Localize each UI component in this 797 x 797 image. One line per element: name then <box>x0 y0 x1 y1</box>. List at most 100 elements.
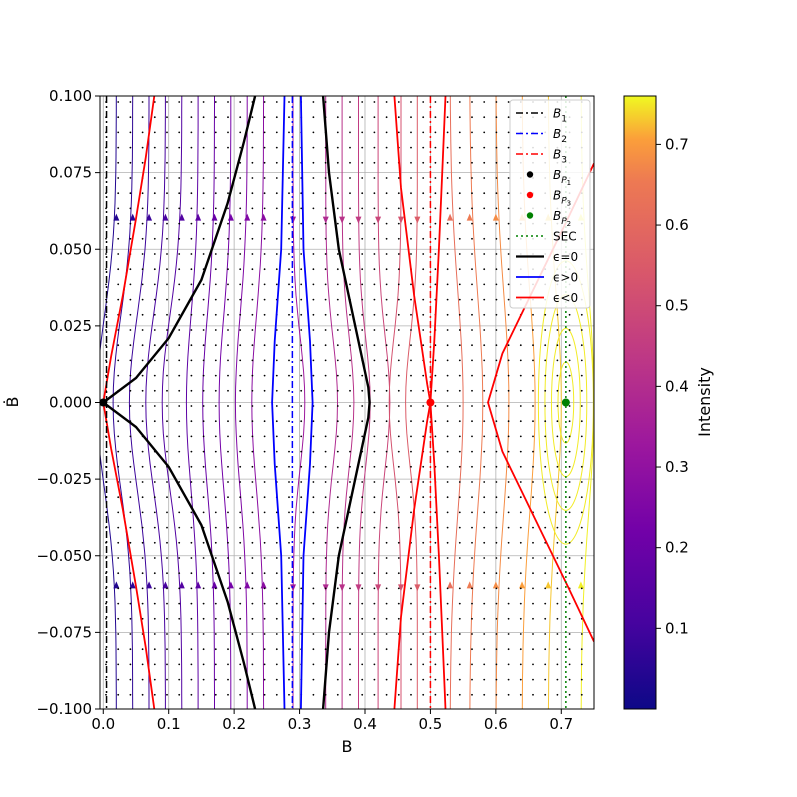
quiver-dot <box>178 511 181 514</box>
quiver-dot <box>251 405 254 407</box>
quiver-dot <box>263 298 266 301</box>
quiver-dot <box>373 511 376 514</box>
quiver-dot <box>300 511 303 514</box>
quiver-dot <box>373 344 376 347</box>
quiver-dot <box>361 557 364 559</box>
quiver-dot <box>483 663 486 666</box>
quiver-dot <box>385 313 388 316</box>
quiver-dot <box>300 496 303 499</box>
quiver-dot <box>556 557 559 559</box>
quiver-dot <box>434 435 437 438</box>
quiver-dot <box>349 526 351 529</box>
quiver-dot <box>129 192 132 195</box>
quiver-dot <box>324 298 327 301</box>
quiver-dot <box>519 405 522 407</box>
quiver-dot <box>410 237 412 240</box>
quiver-dot <box>507 526 510 529</box>
quiver-dot <box>519 602 522 605</box>
quiver-dot <box>190 496 193 499</box>
quiver-dot <box>239 693 242 696</box>
quiver-dot <box>580 678 583 681</box>
quiver-dot <box>446 435 449 438</box>
quiver-dot <box>495 329 498 331</box>
quiver-dot <box>263 237 266 240</box>
quiver-dot <box>495 177 498 179</box>
quiver-dot <box>544 359 547 362</box>
quiver-dot <box>556 511 559 514</box>
quiver-dot <box>507 374 510 377</box>
quiver-dot <box>312 192 315 195</box>
quiver-dot <box>434 648 437 651</box>
y-axis-label: Ḃ <box>3 397 22 408</box>
quiver-dot <box>568 678 571 681</box>
quiver-dot <box>324 161 327 164</box>
y-tick-label: −0.100 <box>36 700 92 718</box>
quiver-dot <box>129 405 132 407</box>
quiver-dot <box>397 253 400 255</box>
quiver-dot <box>471 268 473 271</box>
quiver-dot <box>214 131 217 134</box>
quiver-dot <box>141 374 144 377</box>
quiver-dot <box>568 389 571 392</box>
quiver-dot <box>227 222 229 225</box>
quiver-dot <box>324 283 327 286</box>
quiver-dot <box>580 481 583 483</box>
quiver-dot <box>349 207 351 210</box>
quiver-dot <box>202 557 205 559</box>
quiver-dot <box>568 648 571 651</box>
quiver-dot <box>495 496 498 499</box>
quiver-dot <box>153 587 156 590</box>
quiver-dot <box>288 207 290 210</box>
quiver-dot <box>202 435 205 438</box>
quiver-dot <box>568 617 571 620</box>
quiver-dot <box>519 329 522 331</box>
quiver-dot <box>190 283 193 286</box>
quiver-dot <box>397 116 400 119</box>
quiver-dot <box>117 693 120 696</box>
quiver-dot <box>458 435 461 438</box>
quiver-dot <box>471 450 473 453</box>
quiver-dot <box>312 557 315 559</box>
quiver-dot <box>495 465 498 468</box>
quiver-dot <box>495 344 498 347</box>
quiver-dot <box>202 693 205 696</box>
quiver-dot <box>117 283 120 286</box>
quiver-dot <box>251 374 254 377</box>
quiver-dot <box>336 617 339 620</box>
quiver-dot <box>336 496 339 499</box>
quiver-dot <box>202 192 205 195</box>
quiver-dot <box>105 602 107 605</box>
quiver-dot <box>129 648 132 651</box>
quiver-dot <box>544 481 547 483</box>
quiver-dot <box>190 344 193 347</box>
quiver-dot <box>361 435 364 438</box>
quiver-dot <box>410 374 412 377</box>
quiver-dot <box>166 268 168 271</box>
quiver-dot <box>190 526 193 529</box>
quiver-dot <box>336 465 339 468</box>
quiver-dot <box>397 617 400 620</box>
quiver-dot <box>458 405 461 407</box>
quiver-dot <box>214 344 217 347</box>
quiver-dot <box>507 116 510 119</box>
quiver-dot <box>483 283 486 286</box>
legend-label-main: B <box>553 189 561 203</box>
quiver-dot <box>275 344 278 347</box>
quiver-dot <box>153 633 156 635</box>
streamline-arrow <box>545 581 552 589</box>
quiver-dot <box>275 572 278 575</box>
quiver-dot <box>446 572 449 575</box>
quiver-dot <box>324 192 327 195</box>
quiver-dot <box>446 116 449 119</box>
quiver-dot <box>458 192 461 195</box>
quiver-dot <box>190 268 193 271</box>
quiver-dot <box>410 420 412 423</box>
quiver-dot <box>300 389 303 392</box>
quiver-dot <box>166 116 168 119</box>
quiver-dot <box>532 557 534 559</box>
quiver-dot <box>410 253 412 255</box>
quiver-dot <box>263 389 266 392</box>
quiver-dot <box>422 617 425 620</box>
streamline-arrow <box>519 581 526 589</box>
streamline-arrow <box>195 213 202 221</box>
